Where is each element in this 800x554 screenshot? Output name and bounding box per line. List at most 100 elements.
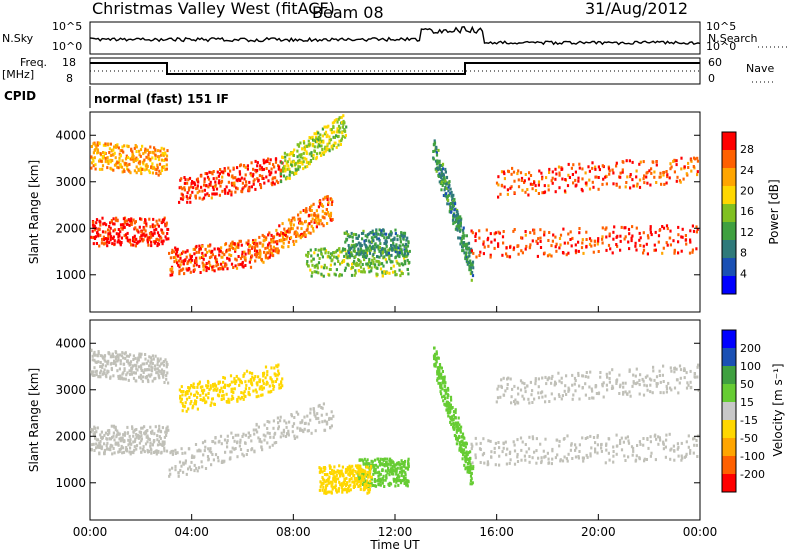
data-cell	[534, 377, 537, 381]
data-cell	[236, 187, 239, 191]
data-cell	[493, 446, 496, 450]
data-cell	[207, 185, 210, 189]
data-cell	[681, 227, 684, 231]
data-cell	[587, 165, 590, 169]
data-cell	[106, 371, 109, 375]
data-cell	[322, 481, 325, 485]
data-cell	[365, 262, 368, 266]
data-cell	[177, 474, 180, 478]
data-cell	[101, 167, 104, 171]
data-cell	[223, 376, 226, 380]
data-cell	[188, 447, 191, 451]
data-cell	[148, 438, 151, 441]
data-cell	[117, 441, 120, 445]
data-cell	[99, 152, 102, 156]
data-cell	[313, 138, 316, 142]
data-cell	[528, 401, 531, 405]
data-cell	[560, 381, 563, 385]
data-cell	[544, 437, 547, 441]
data-cell	[582, 251, 585, 255]
data-cell	[137, 240, 140, 244]
data-cell	[439, 164, 443, 167]
data-cell	[547, 457, 550, 461]
data-cell	[685, 242, 688, 246]
data-cell	[212, 383, 215, 387]
data-cell	[407, 479, 410, 483]
data-cell	[543, 184, 546, 188]
data-cell	[193, 455, 196, 459]
data-cell	[631, 453, 634, 457]
data-cell	[620, 225, 623, 229]
data-cell	[439, 168, 443, 172]
data-cell	[399, 463, 402, 467]
data-cell	[555, 172, 558, 176]
data-cell	[331, 258, 334, 262]
data-cell	[144, 357, 147, 361]
data-cell	[129, 446, 132, 450]
data-cell	[560, 376, 563, 380]
data-cell	[321, 406, 324, 410]
data-cell	[665, 438, 668, 442]
data-cell	[354, 470, 357, 473]
data-cell	[623, 454, 626, 458]
data-cell	[194, 402, 197, 406]
data-cell	[119, 436, 122, 440]
data-cell	[338, 139, 341, 143]
data-cell	[233, 184, 236, 188]
data-cell	[171, 273, 174, 277]
data-cell	[306, 254, 309, 258]
data-cell	[619, 248, 622, 252]
data-cell	[433, 139, 436, 143]
data-cell	[264, 434, 267, 438]
data-cell	[399, 274, 402, 278]
data-cell	[654, 458, 657, 462]
data-cell	[445, 404, 448, 408]
data-cell	[456, 213, 460, 217]
data-cell	[362, 229, 365, 233]
data-cell	[513, 462, 517, 466]
data-cell	[272, 240, 275, 244]
data-cell	[669, 386, 672, 390]
data-cell	[590, 244, 593, 248]
data-cell	[341, 134, 344, 138]
data-cell	[230, 380, 233, 384]
data-cell	[566, 241, 570, 245]
data-cell	[129, 171, 132, 175]
data-cell	[638, 378, 641, 382]
data-cell	[245, 369, 249, 373]
data-cell	[521, 188, 524, 192]
data-cell	[399, 481, 403, 485]
data-cell	[327, 124, 330, 128]
data-cell	[394, 256, 397, 260]
data-cell	[107, 232, 110, 236]
data-cell	[519, 436, 523, 440]
data-cell	[384, 457, 387, 461]
data-cell	[112, 217, 115, 221]
data-cell	[533, 450, 536, 454]
data-cell	[328, 273, 331, 277]
data-cell	[459, 215, 462, 219]
data-cell	[260, 258, 263, 261]
data-cell	[697, 388, 700, 392]
data-cell	[624, 436, 627, 440]
data-cell	[684, 238, 687, 242]
data-cell	[165, 365, 168, 369]
data-cell	[691, 224, 694, 228]
data-cell	[291, 430, 294, 434]
data-cell	[174, 255, 177, 259]
data-cell	[102, 222, 105, 226]
data-cell	[269, 376, 272, 380]
velocity-cbar-tick: 15	[740, 396, 754, 409]
data-cell	[446, 402, 449, 406]
data-cell	[227, 248, 230, 252]
data-cell	[114, 425, 117, 429]
data-cell	[332, 478, 335, 482]
data-cell	[201, 197, 204, 201]
data-cell	[150, 369, 154, 373]
data-cell	[302, 430, 305, 434]
data-cell	[129, 353, 132, 357]
power-cbar-swatch	[722, 168, 736, 186]
data-cell	[574, 178, 577, 182]
data-cell	[268, 231, 271, 235]
data-cell	[474, 232, 477, 236]
